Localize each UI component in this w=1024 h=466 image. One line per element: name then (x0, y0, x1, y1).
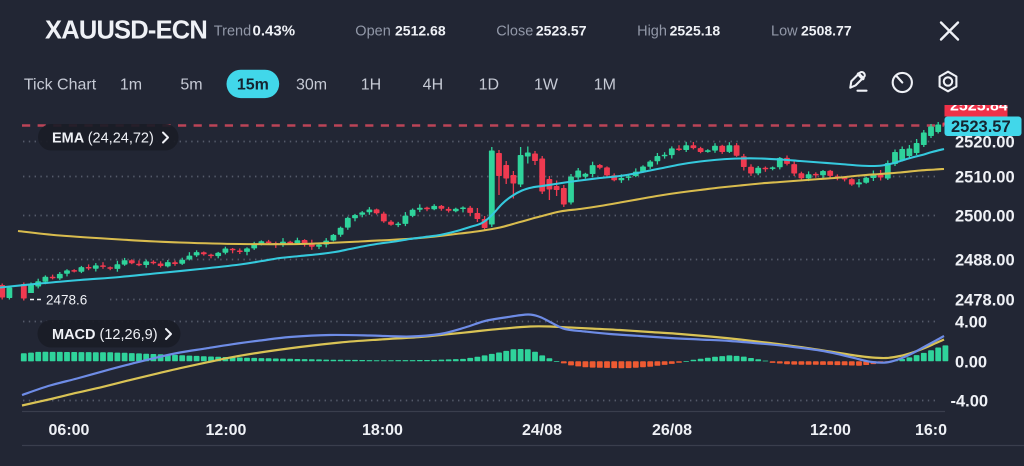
svg-text:2525.18: 2525.18 (670, 23, 721, 39)
svg-text:2488.00: 2488.00 (955, 252, 1015, 270)
svg-text:2525.84: 2525.84 (950, 98, 1008, 115)
svg-text:4.00: 4.00 (955, 314, 987, 332)
svg-text:Trend: Trend (214, 24, 251, 40)
svg-text:1M: 1M (594, 77, 616, 94)
svg-text:18:00: 18:00 (362, 422, 403, 439)
svg-text:2510.00: 2510.00 (955, 169, 1015, 187)
svg-text:0.43%: 0.43% (253, 23, 296, 40)
svg-text:1W: 1W (534, 77, 559, 94)
svg-text:EMA (24,24,72): EMA (24,24,72) (52, 131, 154, 147)
svg-text:12:00: 12:00 (810, 422, 851, 439)
svg-text:5m: 5m (180, 77, 202, 94)
svg-text:2478.00: 2478.00 (955, 292, 1015, 310)
svg-text:High: High (637, 24, 667, 40)
svg-text:2500.00: 2500.00 (955, 208, 1015, 226)
svg-text:2478.6: 2478.6 (46, 293, 87, 308)
svg-text:1H: 1H (361, 77, 381, 94)
svg-text:-4.00: -4.00 (951, 393, 989, 411)
svg-text:2523.57: 2523.57 (951, 118, 1011, 136)
svg-text:16:0: 16:0 (915, 422, 947, 439)
svg-text:2512.68: 2512.68 (395, 23, 446, 39)
svg-text:Open: Open (355, 24, 390, 40)
svg-text:Low: Low (771, 24, 798, 40)
svg-text:2508.77: 2508.77 (801, 23, 852, 39)
svg-text:06:00: 06:00 (49, 422, 90, 439)
svg-text:26/08: 26/08 (652, 422, 692, 439)
svg-text:Close: Close (496, 24, 533, 40)
svg-text:0.00: 0.00 (955, 353, 987, 371)
svg-text:15m: 15m (237, 77, 269, 94)
svg-text:2520.00: 2520.00 (955, 134, 1015, 152)
svg-text:XAUUSD-ECN: XAUUSD-ECN (45, 17, 207, 45)
svg-text:1D: 1D (479, 77, 499, 94)
svg-text:Tick Chart: Tick Chart (24, 77, 97, 94)
svg-text:2523.57: 2523.57 (536, 23, 587, 39)
svg-text:30m: 30m (296, 77, 327, 94)
svg-text:24/08: 24/08 (522, 422, 562, 439)
svg-text:4H: 4H (423, 77, 443, 94)
svg-text:MACD (12,26,9): MACD (12,26,9) (52, 327, 158, 343)
svg-text:12:00: 12:00 (206, 422, 247, 439)
svg-text:1m: 1m (120, 77, 142, 94)
